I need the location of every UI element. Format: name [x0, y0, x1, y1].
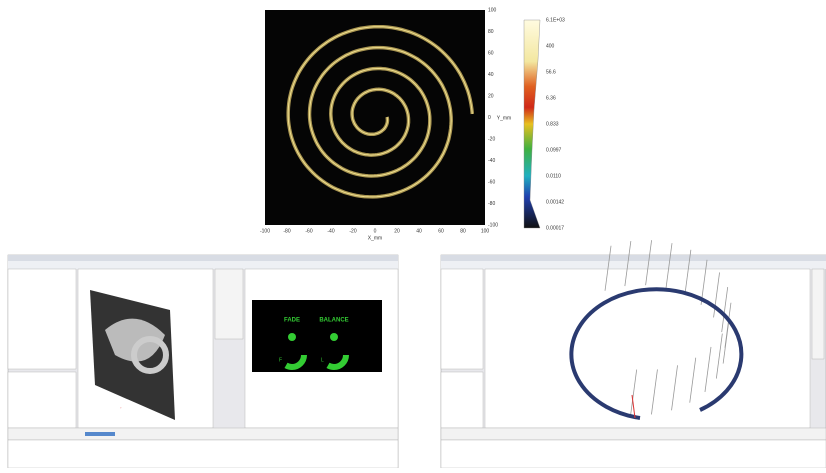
- ray: [689, 357, 697, 403]
- ray: [721, 287, 729, 333]
- colorbar-label: 6.36: [546, 95, 556, 101]
- colorbar-label: 0.00017: [546, 225, 564, 231]
- ray: [684, 249, 692, 295]
- y-tick-label: 60: [488, 50, 494, 56]
- x-tick-label: 40: [416, 228, 422, 234]
- x-tick-label: 100: [481, 228, 490, 234]
- y-tick-label: -20: [488, 136, 495, 142]
- x-tick-label: 80: [460, 228, 466, 234]
- colorbar-label: 56.6: [546, 69, 556, 75]
- y-tick-label: 100: [488, 7, 497, 13]
- note: ◦: [120, 405, 122, 410]
- letter: R: [302, 357, 306, 363]
- x-tick-label: -40: [327, 228, 334, 234]
- ray: [722, 318, 730, 364]
- colorbar-label: 0.0110: [546, 173, 561, 179]
- ray: [630, 369, 638, 415]
- x-label: X_mm: [368, 235, 382, 241]
- colorbar-label: 0.0997: [546, 147, 562, 153]
- ray: [624, 240, 632, 287]
- y-tick-label: 80: [488, 29, 494, 35]
- y-tick-label: 0: [488, 115, 491, 121]
- y-tick-label: -80: [488, 201, 495, 207]
- ray: [665, 243, 673, 289]
- fade-label: FADE: [284, 318, 300, 324]
- spiral-core: [287, 26, 473, 198]
- letter: L: [321, 357, 324, 363]
- x-tick-label: -60: [305, 228, 312, 234]
- screenshot-right: [440, 240, 826, 469]
- colorbar-label: 0.00142: [546, 199, 564, 205]
- plot-area: [265, 10, 485, 225]
- y-tick-label: 20: [488, 93, 494, 99]
- x-tick-label: -80: [283, 228, 290, 234]
- x-tick-label: -20: [349, 228, 356, 234]
- colorbar: [523, 19, 541, 229]
- y-tick-label: -40: [488, 158, 495, 164]
- colorbar-label: 6.1E+03: [546, 17, 565, 23]
- colorbar-label: 0.833: [546, 121, 559, 127]
- x-tick-label: 0: [374, 228, 377, 234]
- y-tick-label: -100: [488, 222, 498, 228]
- ray: [704, 346, 712, 392]
- screenshot-left: ◦: [7, 254, 399, 469]
- ray: [671, 365, 678, 411]
- x-tick-label: 60: [438, 228, 444, 234]
- balance-label: BALANCE: [319, 318, 348, 324]
- letter: R: [344, 357, 348, 363]
- spiral: [286, 24, 475, 199]
- ray: [604, 245, 612, 291]
- x-tick-label: -100: [260, 228, 270, 234]
- ray: [645, 240, 653, 286]
- ray: [713, 272, 720, 318]
- y-label: Y_mm: [497, 115, 511, 121]
- ray: [715, 333, 723, 379]
- colorbar-label: 400: [546, 43, 555, 49]
- ray: [651, 369, 658, 415]
- x-tick-label: 20: [394, 228, 400, 234]
- y-tick-label: -60: [488, 179, 495, 185]
- letter: F: [279, 357, 282, 363]
- y-tick-label: 40: [488, 72, 494, 78]
